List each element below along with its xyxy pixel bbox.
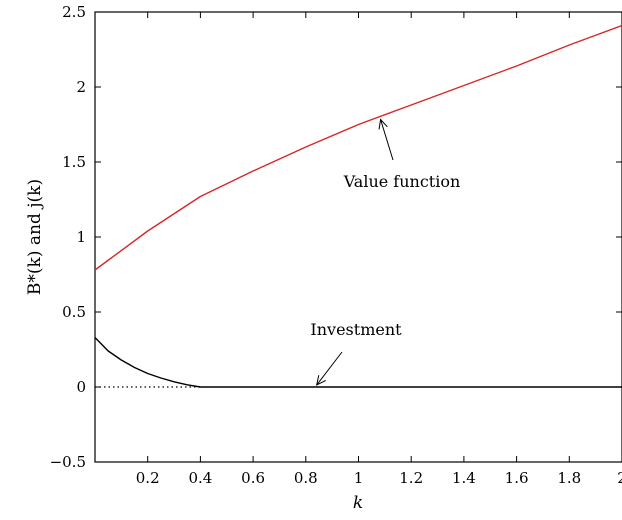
series-layer: [94, 24, 622, 388]
x-tick-label: 1: [354, 469, 364, 487]
x-tick-label: 1.4: [452, 469, 476, 487]
x-tick-label: 0.8: [294, 469, 318, 487]
y-tick-label: 0.5: [62, 303, 86, 321]
x-axis-title: k: [353, 493, 363, 513]
value-function-arrow: [380, 119, 394, 161]
x-tick-label: 0.4: [188, 469, 212, 487]
y-tick-label: 0: [76, 378, 86, 396]
y-tick-label: 1: [76, 228, 86, 246]
x-tick-label: 0.6: [241, 469, 265, 487]
x-tick-label: 1.2: [399, 469, 423, 487]
investment-line: [94, 337, 622, 388]
y-tick-label: −0.5: [50, 453, 86, 471]
y-axis-title: B*(k) and j(k): [25, 179, 45, 295]
x-tick-label: 1.8: [557, 469, 581, 487]
ticks: 0.2 0.4 0.6 0.8 1 1.2 1.4 1.6 1.8 2 −0.5 0 0.5 1 1.5 2 2…: [50, 3, 622, 487]
annotations-layer: Value function Investment: [310, 118, 461, 386]
plot-frame: [94, 11, 622, 463]
y-tick-label: 1.5: [62, 153, 86, 171]
x-tick-label: 1.6: [505, 469, 529, 487]
x-tick-label: 2: [617, 469, 622, 487]
x-tick-label: 0.2: [136, 469, 160, 487]
y-tick-label: 2: [76, 78, 86, 96]
investment-label: Investment: [310, 320, 402, 339]
investment-arrow-head: [316, 375, 326, 386]
value-function-arrow-head: [378, 118, 388, 130]
investment-arrow: [316, 351, 343, 386]
value-function-label: Value function: [343, 172, 461, 191]
y-tick-label: 2.5: [62, 3, 86, 21]
value-function-line: [94, 24, 622, 271]
